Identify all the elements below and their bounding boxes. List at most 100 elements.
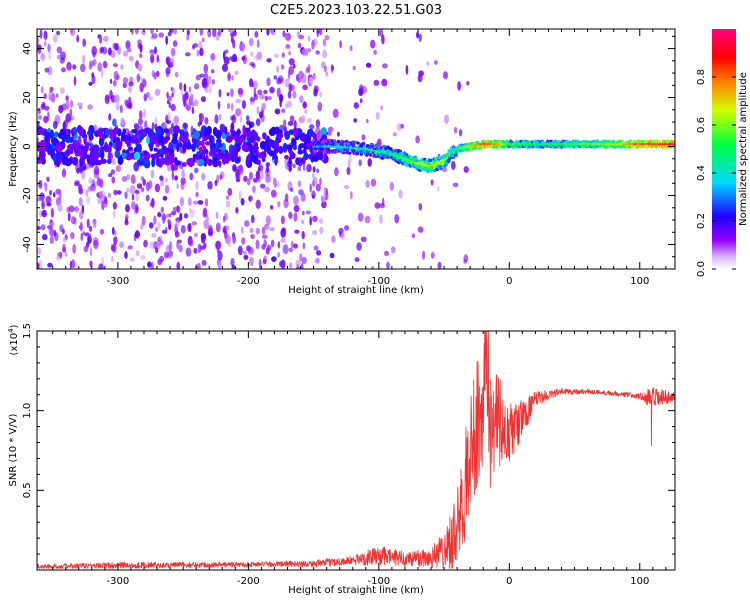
spectrogram-cell bbox=[320, 195, 324, 202]
spectrogram-cell bbox=[112, 202, 117, 210]
spectrogram-cell bbox=[171, 92, 174, 98]
spectrogram-cell bbox=[93, 239, 99, 250]
spectrogram-cell bbox=[263, 89, 268, 95]
spectrogram-cell bbox=[164, 135, 171, 141]
spectrogram-cell bbox=[47, 262, 53, 268]
spectrogram-cell bbox=[150, 53, 155, 64]
spectrogram-cell bbox=[379, 29, 384, 37]
spectrogram-cell bbox=[305, 143, 311, 148]
spectrogram-cell bbox=[356, 242, 362, 251]
spectrogram-cell bbox=[70, 233, 74, 240]
spectrogram-cell bbox=[114, 43, 120, 51]
spectrogram-cell bbox=[311, 230, 318, 235]
spectrogram-cell bbox=[191, 221, 198, 226]
spectrogram-cell bbox=[43, 115, 49, 123]
spectrogram-cell bbox=[55, 197, 62, 207]
spectrogram-frame bbox=[36, 28, 676, 270]
spectrogram-cell bbox=[86, 154, 91, 164]
spectrogram-cell bbox=[125, 40, 131, 50]
spectrogram-cell bbox=[313, 245, 319, 251]
spectrogram-cell bbox=[109, 134, 114, 140]
spectrogram-cell bbox=[40, 224, 46, 231]
spectrogram-cell bbox=[143, 158, 151, 169]
spectrogram-cell bbox=[198, 40, 203, 49]
spectrogram-cell bbox=[197, 140, 203, 146]
spectrogram-ridge-cell bbox=[342, 151, 346, 155]
spectrogram-cell bbox=[418, 203, 423, 211]
spectrogram-y-label: Frequency (Hz) bbox=[8, 111, 19, 187]
spectrogram-cell bbox=[266, 29, 270, 36]
spectrogram-cell bbox=[215, 33, 220, 42]
spectrogram-cell bbox=[238, 164, 244, 173]
y-tick-label: 0 bbox=[22, 143, 33, 149]
spectrogram-cell bbox=[359, 98, 363, 104]
spectrogram-cell bbox=[273, 75, 278, 80]
spectrogram-cell bbox=[225, 200, 231, 208]
spectrogram-cell bbox=[38, 128, 45, 135]
spectrogram-cell bbox=[176, 239, 180, 250]
spectrogram-cell bbox=[230, 154, 235, 163]
spectrogram-cell bbox=[249, 51, 254, 57]
spectrogram-cell bbox=[167, 155, 175, 164]
spectrogram-cell bbox=[72, 127, 77, 135]
spectrogram-cell bbox=[216, 174, 219, 183]
spectrogram-cell bbox=[136, 73, 141, 83]
spectrogram-cell bbox=[284, 154, 289, 160]
spectrogram-ridge-cell bbox=[374, 154, 378, 159]
spectrogram-cell bbox=[156, 241, 161, 250]
spectrogram-cell bbox=[331, 235, 336, 243]
spectrogram-cell bbox=[169, 57, 175, 66]
spectrogram-cell bbox=[38, 210, 43, 218]
spectrogram-cell bbox=[37, 262, 40, 269]
spectrogram-cell bbox=[381, 78, 388, 87]
spectrogram-cell bbox=[221, 132, 226, 140]
spectrogram-cell bbox=[231, 264, 236, 269]
spectrogram-cell bbox=[253, 87, 257, 98]
spectrogram-cell bbox=[77, 102, 83, 107]
spectrogram-cell bbox=[241, 56, 246, 61]
colorbar-tick-label: 0.0 bbox=[696, 261, 707, 277]
spectrogram-cell bbox=[151, 33, 158, 39]
spectrogram-cell bbox=[79, 156, 85, 166]
spectrogram-cell bbox=[288, 58, 295, 66]
spectrogram-cell bbox=[198, 158, 205, 166]
spectrogram-cell bbox=[227, 242, 232, 247]
spectrogram-cell bbox=[68, 145, 74, 154]
spectrogram-cell bbox=[215, 211, 219, 219]
spectrogram-cell bbox=[309, 183, 313, 193]
spectrogram-cell bbox=[112, 80, 117, 87]
colorbar-label: Normalized spectral amplitude bbox=[738, 72, 749, 226]
spectrogram-cell bbox=[188, 157, 194, 168]
spectrogram-cell bbox=[150, 153, 156, 159]
spectrogram-cell bbox=[161, 206, 164, 214]
spectrogram-cell bbox=[125, 216, 128, 226]
spectrogram-cell bbox=[37, 247, 42, 255]
spectrogram-cell bbox=[47, 43, 51, 53]
spectrogram-cell bbox=[47, 225, 53, 230]
spectrogram-cell bbox=[324, 65, 327, 73]
spectrogram-ridge-cell bbox=[337, 139, 341, 144]
spectrogram-cell bbox=[134, 230, 141, 238]
spectrogram-cell bbox=[270, 239, 275, 248]
spectrogram-cell bbox=[72, 243, 77, 254]
spectrogram-cell bbox=[243, 175, 248, 182]
spectrogram-cell bbox=[143, 151, 148, 156]
spectrogram-cell bbox=[217, 250, 223, 261]
spectrogram-cell bbox=[174, 156, 178, 166]
spectrogram-cell bbox=[81, 147, 88, 155]
spectrogram-cell bbox=[249, 227, 254, 233]
spectrogram-cell bbox=[82, 231, 86, 236]
spectrogram-cell bbox=[357, 212, 364, 222]
spectrogram-cell bbox=[171, 210, 177, 216]
spectrogram-cell bbox=[178, 244, 183, 253]
spectrogram-cell bbox=[259, 151, 267, 159]
spectrogram-cell bbox=[261, 157, 266, 163]
spectrogram-cell bbox=[145, 181, 150, 192]
spectrogram-cell bbox=[215, 141, 220, 149]
spectrogram-cell bbox=[130, 174, 136, 185]
spectrogram-cell bbox=[179, 212, 183, 221]
spectrogram-cell bbox=[271, 29, 277, 36]
spectrogram-cell bbox=[92, 218, 97, 225]
spectrogram-cell bbox=[40, 53, 46, 62]
spectrogram-cell bbox=[153, 72, 157, 80]
